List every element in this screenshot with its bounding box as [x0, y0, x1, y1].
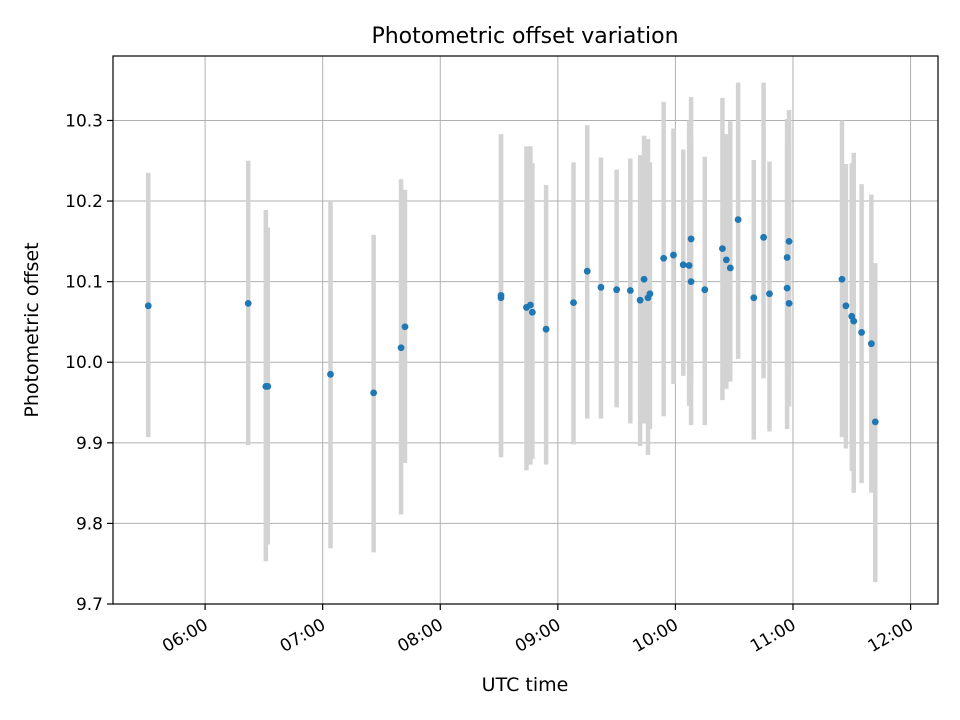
data-point	[858, 329, 865, 336]
data-point	[783, 284, 791, 292]
data-point	[597, 283, 605, 291]
data-point	[785, 300, 793, 307]
data-point	[783, 254, 791, 261]
data-point	[526, 301, 534, 309]
data-point	[264, 383, 272, 390]
y-tick-label: 10.3	[65, 111, 103, 131]
data-point	[687, 278, 695, 286]
data-points	[144, 216, 879, 426]
data-point	[636, 296, 644, 304]
data-point	[613, 286, 621, 294]
y-tick-label: 9.9	[76, 434, 103, 454]
data-point	[370, 389, 378, 397]
data-point	[679, 261, 687, 269]
data-point	[244, 300, 252, 307]
data-point	[497, 294, 505, 302]
data-point	[401, 323, 409, 331]
data-point	[660, 254, 668, 262]
y-axis-ticks: 9.7 9.8 9.9 10.0 10.1 10.2 10.3	[65, 111, 113, 615]
data-point	[640, 275, 648, 283]
chart-title: Photometric offset variation	[371, 24, 678, 49]
data-point	[842, 302, 850, 310]
y-tick-label: 10.1	[65, 273, 103, 293]
data-point	[766, 290, 773, 298]
data-point	[646, 290, 654, 298]
data-point	[327, 370, 334, 378]
data-point	[570, 299, 577, 306]
data-point	[719, 245, 726, 253]
data-point	[750, 294, 758, 302]
data-point	[850, 317, 858, 325]
data-point	[687, 235, 695, 243]
data-point	[144, 302, 152, 310]
data-point	[583, 267, 591, 275]
data-point	[838, 275, 846, 283]
data-point	[722, 256, 730, 264]
data-point	[871, 418, 879, 426]
data-point	[626, 287, 634, 294]
y-tick-label: 9.7	[76, 595, 103, 615]
data-point	[785, 237, 793, 245]
data-point	[867, 340, 875, 348]
y-tick-label: 9.8	[76, 514, 103, 534]
data-point	[685, 262, 693, 269]
data-point	[542, 325, 550, 333]
data-point	[760, 233, 767, 241]
data-point	[726, 264, 734, 272]
data-point	[734, 216, 742, 223]
y-axis-label: Photometric offset	[21, 242, 43, 417]
y-tick-label: 10.2	[65, 192, 103, 212]
x-axis-label: UTC time	[482, 674, 569, 696]
data-point	[397, 344, 405, 352]
data-point	[528, 308, 536, 316]
data-point	[670, 251, 677, 259]
plot-area-frame	[112, 55, 939, 605]
data-point	[701, 286, 709, 294]
y-tick-label: 10.0	[65, 353, 103, 373]
